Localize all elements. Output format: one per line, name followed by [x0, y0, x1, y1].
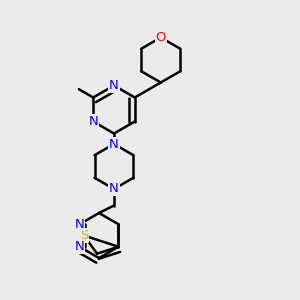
Text: N: N — [75, 240, 84, 253]
Text: N: N — [109, 79, 119, 92]
Text: S: S — [80, 229, 88, 242]
Text: O: O — [155, 31, 166, 44]
Text: N: N — [109, 182, 119, 196]
Text: N: N — [75, 218, 84, 231]
Text: N: N — [109, 137, 119, 151]
Text: N: N — [88, 115, 98, 128]
